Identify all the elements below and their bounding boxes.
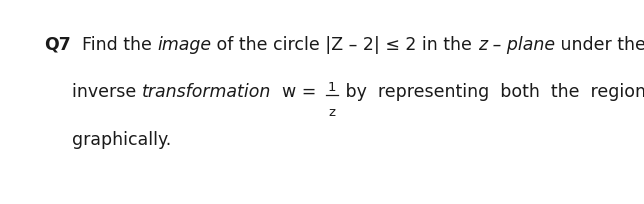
Text: image: image: [157, 36, 211, 54]
Text: z – plane: z – plane: [478, 36, 554, 54]
Text: graphically.: graphically.: [72, 130, 171, 148]
Text: 1: 1: [328, 81, 336, 94]
Text: by  representing  both  the  regions: by representing both the regions: [340, 83, 644, 101]
Text: inverse: inverse: [72, 83, 142, 101]
Text: Find the: Find the: [71, 36, 157, 54]
Text: under the: under the: [554, 36, 644, 54]
Text: w =: w =: [271, 83, 322, 101]
Text: of the circle |Z – 2| ≤ 2 in the: of the circle |Z – 2| ≤ 2 in the: [211, 36, 478, 54]
Text: Q7: Q7: [44, 36, 71, 54]
Text: z: z: [328, 105, 336, 118]
Text: transformation: transformation: [142, 83, 271, 101]
